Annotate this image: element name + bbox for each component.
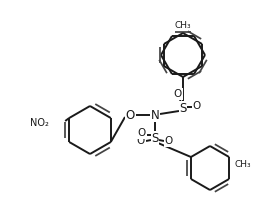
- Text: O: O: [192, 101, 200, 111]
- Text: CH₃: CH₃: [174, 21, 190, 30]
- Text: O: O: [136, 136, 145, 146]
- Text: O: O: [137, 128, 146, 138]
- Text: NO₂: NO₂: [30, 118, 49, 128]
- Text: CH₃: CH₃: [233, 160, 250, 169]
- Text: O: O: [173, 89, 181, 99]
- Text: S: S: [151, 131, 158, 144]
- Text: O: O: [125, 108, 134, 121]
- Text: O: O: [164, 136, 172, 146]
- Text: N: N: [150, 108, 159, 121]
- Text: S: S: [179, 101, 186, 114]
